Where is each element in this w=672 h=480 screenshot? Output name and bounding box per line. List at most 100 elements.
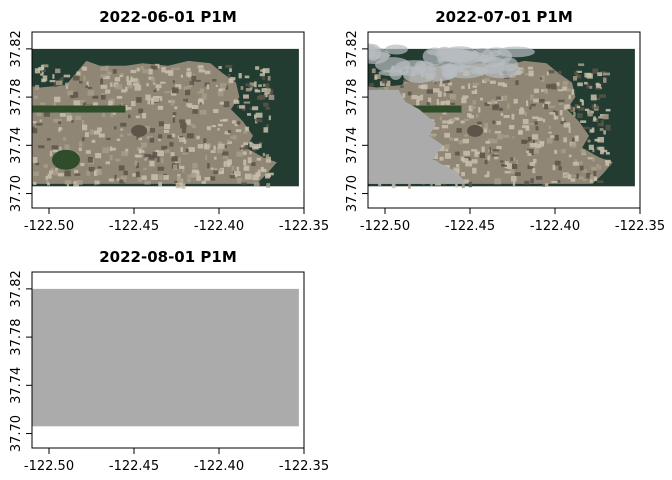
urban-pixel bbox=[381, 78, 388, 84]
y-tick-label: 37.74 bbox=[345, 127, 360, 164]
urban-pixel bbox=[220, 83, 227, 89]
urban-pixel bbox=[135, 115, 140, 119]
urban-pixel bbox=[237, 121, 241, 125]
urban-pixel bbox=[554, 134, 559, 141]
urban-pixel bbox=[130, 76, 133, 82]
urban-pixel bbox=[85, 85, 88, 88]
urban-pixel bbox=[45, 179, 49, 184]
urban-pixel bbox=[502, 95, 508, 101]
urban-pixel bbox=[227, 139, 230, 143]
urban-pixel bbox=[202, 93, 207, 100]
urban-pixel bbox=[74, 169, 79, 174]
urban-pixel bbox=[114, 126, 117, 130]
urban-pixel bbox=[576, 113, 583, 118]
urban-pixel bbox=[115, 84, 123, 90]
x-tick-label: -122.40 bbox=[530, 219, 580, 234]
urban-pixel bbox=[467, 83, 471, 89]
urban-pixel bbox=[264, 173, 271, 179]
urban-pixel bbox=[243, 101, 251, 104]
urban-pixel bbox=[249, 141, 253, 145]
urban-pixel bbox=[131, 78, 138, 82]
urban-pixel bbox=[265, 83, 270, 89]
urban-pixel bbox=[110, 82, 113, 87]
urban-pixel bbox=[32, 128, 38, 134]
urban-pixel bbox=[168, 70, 174, 76]
urban-pixel bbox=[369, 83, 374, 87]
urban-pixel bbox=[243, 159, 247, 166]
urban-pixel bbox=[496, 96, 502, 100]
urban-pixel bbox=[43, 164, 49, 168]
urban-pixel bbox=[530, 94, 534, 100]
urban-pixel bbox=[530, 178, 534, 184]
urban-pixel bbox=[196, 79, 201, 82]
urban-pixel bbox=[529, 106, 532, 110]
urban-pixel bbox=[500, 160, 504, 163]
urban-pixel bbox=[605, 108, 611, 112]
urban-pixel bbox=[416, 100, 420, 106]
urban-pixel bbox=[481, 146, 485, 153]
urban-pixel bbox=[163, 123, 171, 130]
urban-pixel bbox=[439, 78, 443, 85]
urban-pixel bbox=[58, 127, 61, 132]
urban-pixel bbox=[59, 113, 66, 117]
urban-pixel bbox=[575, 135, 579, 139]
y-tick-label: 37.82 bbox=[9, 270, 24, 307]
urban-pixel bbox=[134, 84, 142, 91]
nodata-region bbox=[368, 89, 467, 184]
urban-pixel bbox=[93, 130, 101, 135]
urban-pixel bbox=[197, 65, 204, 69]
urban-pixel bbox=[518, 69, 525, 72]
urban-pixel bbox=[554, 160, 561, 166]
urban-pixel bbox=[186, 133, 194, 139]
urban-pixel bbox=[169, 142, 174, 147]
urban-pixel bbox=[103, 75, 110, 80]
urban-pixel bbox=[487, 155, 490, 161]
urban-pixel bbox=[603, 72, 611, 76]
urban-pixel bbox=[587, 110, 592, 114]
urban-pixel bbox=[98, 133, 105, 138]
urban-pixel bbox=[487, 101, 494, 104]
urban-pixel bbox=[120, 128, 123, 131]
urban-pixel bbox=[463, 118, 470, 121]
urban-pixel bbox=[416, 95, 421, 102]
urban-pixel bbox=[182, 183, 186, 189]
urban-pixel bbox=[144, 158, 147, 161]
urban-pixel bbox=[385, 80, 391, 87]
y-tick-label: 37.82 bbox=[345, 30, 360, 67]
urban-pixel bbox=[253, 143, 260, 149]
nodata-raster bbox=[32, 288, 299, 427]
urban-pixel bbox=[191, 75, 197, 82]
urban-pixel bbox=[157, 166, 165, 171]
urban-pixel bbox=[39, 119, 42, 122]
urban-pixel bbox=[140, 66, 144, 70]
urban-pixel bbox=[158, 182, 163, 187]
urban-pixel bbox=[85, 150, 91, 154]
urban-pixel bbox=[42, 75, 48, 82]
urban-pixel bbox=[46, 138, 51, 141]
urban-pixel bbox=[579, 98, 583, 102]
urban-pixel bbox=[521, 125, 529, 129]
urban-pixel bbox=[556, 82, 560, 86]
urban-pixel bbox=[522, 118, 529, 125]
urban-pixel bbox=[456, 128, 462, 133]
urban-pixel bbox=[36, 123, 43, 126]
urban-pixel bbox=[200, 88, 204, 93]
urban-pixel bbox=[161, 67, 166, 73]
urban-pixel bbox=[442, 120, 447, 124]
urban-pixel bbox=[453, 137, 459, 142]
urban-pixel bbox=[141, 142, 147, 148]
urban-pixel bbox=[216, 170, 224, 175]
urban-pixel bbox=[57, 172, 64, 177]
raster-image bbox=[32, 48, 299, 189]
urban-pixel bbox=[180, 122, 187, 129]
urban-pixel bbox=[198, 98, 203, 103]
urban-pixel bbox=[428, 97, 432, 104]
urban-pixel bbox=[213, 109, 219, 114]
urban-pixel bbox=[596, 164, 600, 168]
urban-pixel bbox=[146, 156, 149, 160]
urban-pixel bbox=[599, 128, 604, 131]
urban-pixel bbox=[551, 180, 558, 183]
cloud-cover bbox=[368, 43, 535, 84]
urban-pixel bbox=[158, 138, 161, 142]
urban-pixel bbox=[238, 73, 242, 79]
